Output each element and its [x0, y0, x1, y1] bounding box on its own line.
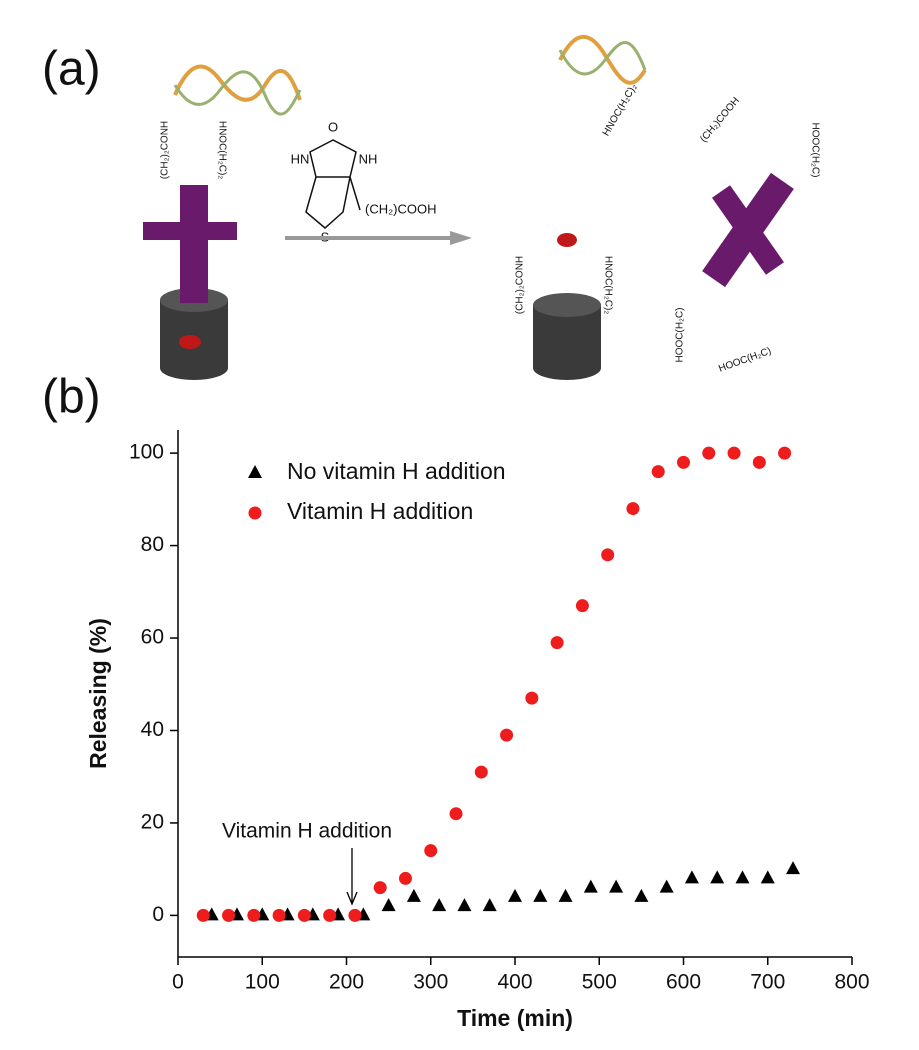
data-point	[601, 548, 615, 562]
data-point	[583, 879, 598, 893]
data-point	[702, 446, 716, 460]
y-tick-label: 0	[152, 903, 164, 926]
dna	[173, 64, 302, 102]
data-point	[500, 728, 514, 742]
x-tick-label: 800	[834, 971, 869, 994]
x-tick-label: 500	[582, 971, 617, 994]
dna	[558, 34, 647, 85]
chart: 0 100 200 300 400 500 600 700 800 0 20 40 60 80 100 Tim…	[85, 430, 870, 1031]
linker-label: (CH₂)₂CONH	[160, 121, 171, 179]
dna	[558, 41, 647, 76]
data-point	[634, 888, 649, 902]
cylinder	[533, 305, 601, 380]
dna	[173, 70, 302, 116]
data-point	[727, 446, 741, 460]
acid-label: HOOC(H₂C)	[809, 123, 820, 178]
data-point	[196, 908, 210, 922]
data-point	[609, 879, 624, 893]
data-point	[550, 636, 564, 650]
x-tick-label: 700	[750, 971, 785, 994]
acid-label: HOOC(H₂C)	[717, 346, 772, 375]
data-point	[348, 908, 362, 922]
data-point	[752, 455, 766, 469]
reagent-label: (CH₂)COOH	[365, 201, 436, 216]
legend-marker	[248, 465, 262, 478]
data-point	[424, 844, 438, 858]
data-point	[297, 908, 311, 922]
y-tick-label: 40	[141, 718, 164, 741]
data-point	[323, 908, 337, 922]
panel-label: (a)	[42, 43, 101, 96]
x-tick-label: 0	[172, 971, 184, 994]
legend-label: Vitamin H addition	[287, 498, 473, 524]
legend-marker	[248, 506, 262, 520]
data-point	[710, 870, 725, 884]
x-tick-label: 100	[245, 971, 280, 994]
linker-label: HNOC(H₂C)₂	[602, 256, 613, 314]
acid-label: (CH₂)COOH	[698, 95, 742, 144]
atom: NH	[359, 151, 378, 166]
data-point	[482, 898, 497, 912]
data-point	[247, 908, 261, 922]
data-point	[735, 870, 750, 884]
data-point	[684, 870, 699, 884]
cross	[702, 172, 794, 288]
cargo	[179, 335, 201, 349]
cross	[143, 222, 237, 240]
data-point	[457, 898, 472, 912]
data-point	[558, 888, 573, 902]
cross	[180, 185, 208, 303]
linker-label: HNOC(H₂C)₂	[601, 82, 640, 138]
x-tick-label: 400	[497, 971, 532, 994]
x-tick-label: 300	[413, 971, 448, 994]
data-point	[222, 908, 236, 922]
cargo	[557, 233, 577, 247]
annotation-arrow	[346, 848, 358, 906]
molecule	[305, 139, 361, 229]
data-point	[432, 898, 447, 912]
cylinder-top	[533, 293, 601, 317]
data-point	[626, 502, 640, 516]
atom: HN	[291, 151, 310, 166]
reaction-arrow	[285, 231, 472, 245]
data-point	[272, 908, 286, 922]
y-axis-label: Releasing (%)	[85, 618, 111, 769]
data-point	[659, 879, 674, 893]
data-point	[525, 691, 539, 705]
x-tick-label: 200	[329, 971, 364, 994]
data-point	[381, 898, 396, 912]
linker-label: (CH₂)₂CONH	[515, 256, 526, 314]
data-point	[778, 446, 792, 460]
data-point	[373, 881, 387, 895]
data-point	[533, 888, 548, 902]
data-point	[406, 888, 421, 902]
linker-label: HNOC(H₂C)₂	[216, 121, 227, 179]
y-tick-label: 20	[141, 810, 164, 833]
x-tick-label: 600	[666, 971, 701, 994]
y-tick-label: 60	[141, 626, 164, 649]
data-point	[474, 765, 488, 779]
atom: O	[328, 119, 338, 134]
data-point	[786, 861, 801, 875]
panel-label: (b)	[42, 371, 101, 424]
data-point	[449, 807, 463, 821]
data-point	[677, 455, 690, 469]
data-point	[575, 599, 589, 613]
x-axis-label: Time (min)	[457, 1005, 573, 1031]
legend-label: No vitamin H addition	[287, 458, 506, 484]
data-point	[398, 871, 412, 885]
acid-label: HOOC(H₂C)	[675, 308, 686, 363]
data-point	[651, 465, 665, 479]
annotation: Vitamin H addition	[222, 820, 392, 843]
y-tick-label: 100	[129, 441, 164, 464]
data-point	[508, 888, 522, 902]
data-point	[760, 870, 775, 884]
y-tick-label: 80	[141, 533, 164, 556]
